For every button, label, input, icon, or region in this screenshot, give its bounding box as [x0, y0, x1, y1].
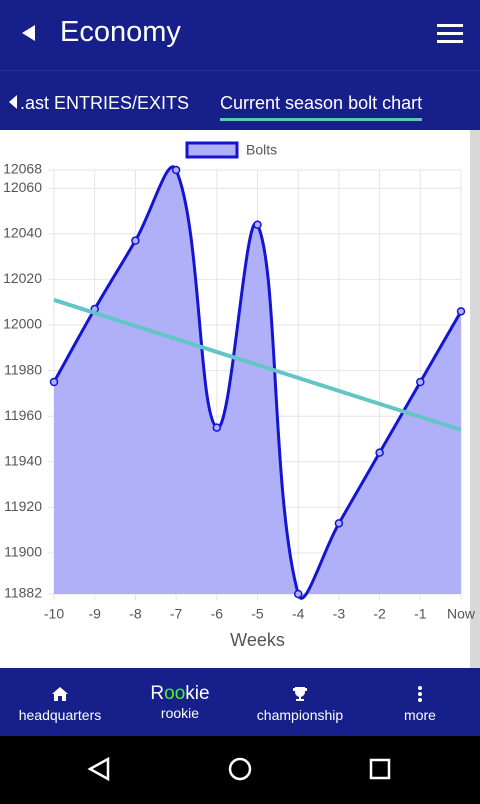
legend-label: Bolts: [246, 142, 277, 158]
more-icon: [418, 686, 422, 702]
nav-label: rookie: [160, 705, 200, 721]
y-tick-label: 11980: [4, 361, 42, 377]
nav-label: championship: [256, 707, 344, 723]
nav-label: more: [404, 707, 436, 723]
x-tick-label: -3: [333, 606, 346, 622]
home-icon: [52, 687, 68, 701]
legend-swatch: [185, 141, 239, 159]
point: [293, 589, 303, 599]
point: [253, 220, 262, 229]
point: [456, 307, 466, 316]
bottom-nav: headquarters Rookie rookie championship …: [0, 668, 480, 736]
page-title: Economy: [60, 16, 181, 48]
y-tick-label: 11900: [4, 544, 42, 560]
area: [54, 166, 461, 599]
sys-home[interactable]: [228, 757, 252, 781]
sys-recents[interactable]: [369, 758, 391, 780]
x-tick-label: -2: [373, 606, 386, 622]
system-buttons: [87, 756, 391, 782]
x-tick-label: -6: [211, 606, 224, 622]
point: [49, 377, 59, 387]
y-tick-label: 11920: [4, 498, 42, 514]
y-tick-label: 12000: [3, 316, 42, 332]
system-nav: [0, 740, 480, 799]
trophy-icon: [293, 687, 307, 701]
nav-item[interactable]: championship: [240, 668, 360, 736]
menu-button[interactable]: [437, 24, 463, 43]
point: [212, 423, 222, 432]
x-tick-label: -9: [88, 606, 101, 622]
tab-active[interactable]: Current season bolt chart: [220, 93, 423, 121]
y-tick-label: 12060: [3, 179, 42, 195]
point: [416, 377, 425, 387]
y-tick-label: 12020: [3, 270, 42, 286]
trend-line: [53, 298, 462, 432]
x-tick-label: -4: [292, 606, 305, 622]
x-tick-label: -8: [129, 606, 142, 622]
tab-bar: .ast ENTRIES/EXITS Current season bolt c…: [0, 70, 480, 131]
point: [334, 519, 344, 528]
x-tick-label: Now: [447, 606, 476, 622]
y-tick-label: 11960: [4, 407, 42, 423]
chart: 11882 11900 11920 11940 11960 11980 12000 12020…: [0, 130, 480, 668]
point: [131, 236, 140, 245]
x-tick-label: -1: [414, 606, 427, 622]
nav-label: headquarters: [18, 707, 102, 723]
app-bar: Economy: [0, 0, 480, 70]
nav-item[interactable]: more: [360, 668, 480, 736]
point: [171, 165, 181, 175]
app-bar-icons: [22, 24, 463, 43]
x-tick-label: -10: [44, 606, 64, 622]
tab[interactable]: .ast ENTRIES/EXITS: [20, 93, 190, 113]
y-tick-label: 11940: [4, 452, 42, 468]
rookie-logo: Rookie: [120, 683, 240, 705]
logo-part: kie: [185, 683, 210, 704]
x-tick-label: -5: [251, 606, 264, 622]
logo-part: oo: [164, 683, 186, 704]
scroll-left-icon: [9, 95, 17, 109]
sys-back[interactable]: [87, 756, 110, 782]
nav-item[interactable]: Rookie rookie: [120, 668, 240, 736]
x-tick-label: -7: [170, 606, 183, 622]
x-axis-label: Weeks: [230, 630, 285, 650]
scrollbar: [470, 130, 480, 668]
y-tick-label: 12040: [3, 225, 42, 241]
nav-item[interactable]: headquarters: [0, 668, 120, 736]
back-button[interactable]: [22, 25, 35, 41]
y-tick-label: 11882: [4, 585, 42, 601]
point: [375, 448, 384, 457]
logo-part: R: [150, 683, 165, 704]
y-tick-label: 12068: [3, 161, 42, 177]
